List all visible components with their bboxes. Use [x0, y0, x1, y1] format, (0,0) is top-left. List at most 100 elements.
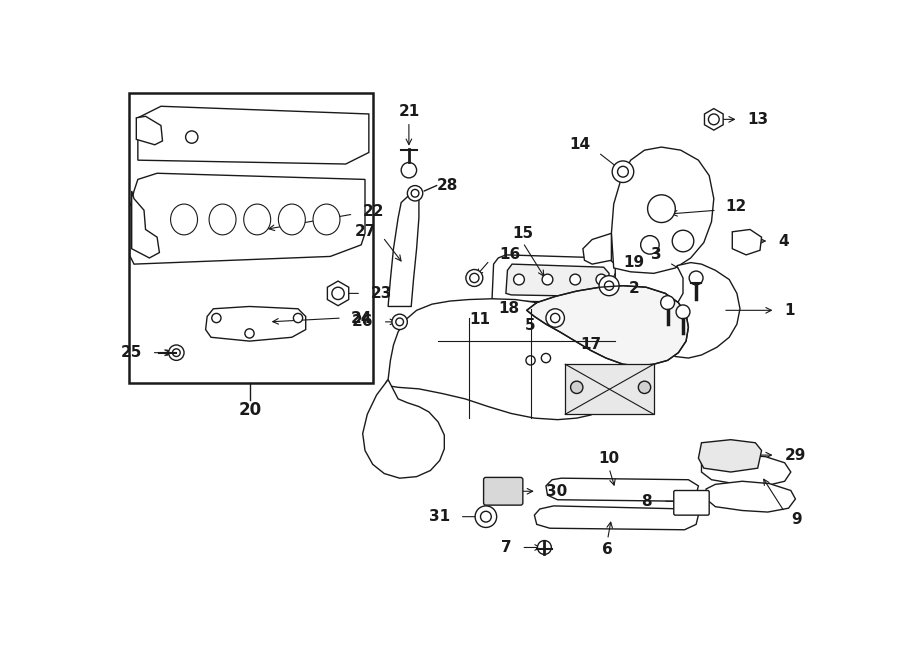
Text: 12: 12	[725, 199, 747, 214]
Polygon shape	[733, 229, 761, 255]
Circle shape	[481, 512, 491, 522]
Ellipse shape	[244, 204, 271, 235]
Circle shape	[546, 309, 564, 327]
Circle shape	[332, 288, 344, 299]
Circle shape	[396, 318, 403, 326]
Text: 21: 21	[399, 104, 419, 119]
Ellipse shape	[209, 204, 236, 235]
Polygon shape	[663, 262, 740, 358]
Circle shape	[168, 345, 184, 360]
Text: 2: 2	[629, 282, 640, 296]
Polygon shape	[138, 106, 369, 164]
Circle shape	[617, 167, 628, 177]
Text: 25: 25	[121, 345, 141, 360]
Polygon shape	[205, 307, 306, 341]
Text: 14: 14	[570, 137, 590, 152]
Ellipse shape	[313, 204, 340, 235]
Circle shape	[542, 274, 553, 285]
Circle shape	[173, 349, 180, 356]
Circle shape	[392, 314, 408, 330]
Polygon shape	[546, 478, 698, 501]
Polygon shape	[698, 440, 761, 472]
Circle shape	[537, 541, 552, 555]
Polygon shape	[131, 191, 159, 258]
FancyBboxPatch shape	[674, 490, 709, 515]
Circle shape	[605, 281, 614, 290]
Polygon shape	[136, 116, 163, 145]
Circle shape	[672, 230, 694, 252]
Circle shape	[466, 270, 482, 286]
Circle shape	[648, 195, 675, 223]
Text: 7: 7	[500, 540, 511, 555]
Circle shape	[596, 274, 607, 285]
Bar	[565, 364, 653, 414]
Circle shape	[708, 114, 719, 125]
Text: 22: 22	[363, 204, 384, 219]
Circle shape	[475, 506, 497, 527]
Circle shape	[293, 313, 302, 323]
Polygon shape	[701, 455, 791, 486]
Ellipse shape	[278, 204, 305, 235]
Circle shape	[526, 356, 536, 365]
Circle shape	[661, 295, 674, 309]
Polygon shape	[520, 347, 562, 379]
Text: 16: 16	[500, 247, 521, 262]
Text: 17: 17	[580, 338, 601, 352]
Text: 26: 26	[352, 315, 374, 329]
Text: 8: 8	[642, 494, 652, 509]
Text: 18: 18	[498, 301, 519, 316]
Bar	[129, 93, 373, 383]
Text: 3: 3	[651, 247, 661, 262]
Text: 4: 4	[778, 233, 789, 249]
Polygon shape	[611, 147, 714, 274]
Text: 23: 23	[371, 286, 392, 301]
Polygon shape	[583, 233, 611, 264]
Polygon shape	[492, 255, 616, 303]
Text: 28: 28	[436, 178, 458, 193]
Polygon shape	[386, 299, 626, 420]
Circle shape	[551, 313, 560, 323]
Circle shape	[401, 163, 417, 178]
Text: 27: 27	[356, 224, 376, 239]
Circle shape	[689, 271, 703, 285]
Polygon shape	[535, 506, 698, 529]
Text: 20: 20	[238, 401, 262, 420]
FancyBboxPatch shape	[483, 477, 523, 505]
Text: 5: 5	[526, 318, 536, 333]
Circle shape	[470, 274, 479, 283]
Text: 29: 29	[785, 447, 806, 463]
Circle shape	[612, 161, 634, 182]
Circle shape	[641, 235, 659, 254]
Polygon shape	[552, 297, 662, 370]
Text: 31: 31	[428, 509, 450, 524]
Polygon shape	[363, 379, 445, 478]
Ellipse shape	[171, 204, 197, 235]
Circle shape	[676, 305, 690, 319]
Circle shape	[185, 131, 198, 143]
Circle shape	[571, 381, 583, 393]
Circle shape	[638, 381, 651, 393]
Circle shape	[599, 276, 619, 295]
Text: 24: 24	[351, 311, 373, 325]
Circle shape	[408, 186, 423, 201]
Circle shape	[570, 274, 580, 285]
Text: 30: 30	[546, 484, 567, 499]
Text: 10: 10	[598, 451, 620, 465]
Polygon shape	[388, 193, 418, 307]
Text: 13: 13	[748, 112, 769, 127]
Text: 15: 15	[512, 226, 534, 241]
Text: 1: 1	[785, 303, 796, 318]
Polygon shape	[526, 286, 688, 366]
Polygon shape	[706, 481, 796, 512]
Text: 19: 19	[623, 255, 644, 270]
Circle shape	[514, 274, 525, 285]
Circle shape	[245, 329, 254, 338]
Polygon shape	[392, 340, 493, 379]
Text: 9: 9	[791, 512, 801, 527]
Circle shape	[541, 354, 551, 363]
Polygon shape	[506, 264, 609, 297]
Text: 11: 11	[469, 312, 490, 327]
Text: 6: 6	[602, 541, 613, 557]
Circle shape	[411, 190, 418, 197]
Polygon shape	[130, 173, 365, 264]
